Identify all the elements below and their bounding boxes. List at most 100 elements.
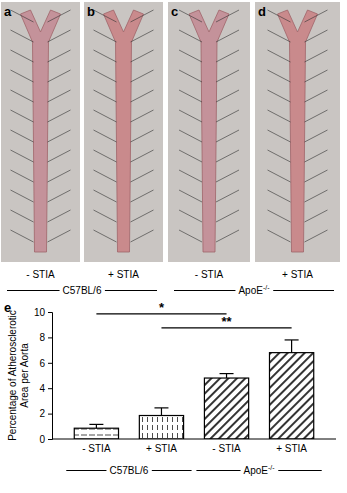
photo-background xyxy=(168,2,250,262)
significance-label: ** xyxy=(221,314,232,329)
pin xyxy=(11,30,34,42)
error-bar xyxy=(154,408,168,416)
y-tick-mark xyxy=(48,312,52,313)
pin xyxy=(94,190,117,202)
group-line xyxy=(152,470,192,471)
x-tick-label: - STIA xyxy=(212,443,241,454)
pin xyxy=(94,170,117,182)
pin xyxy=(179,190,202,202)
panel-letter: d xyxy=(258,4,266,19)
x-tick: - STIA xyxy=(212,439,241,454)
error-cap xyxy=(89,424,103,425)
bar xyxy=(204,378,248,439)
pin xyxy=(268,50,291,62)
y-tick-mark xyxy=(48,388,52,389)
group-line xyxy=(196,470,240,471)
error-stem xyxy=(226,374,227,378)
bar xyxy=(269,353,313,439)
panel-letter: a xyxy=(4,4,12,19)
pin xyxy=(11,70,34,82)
pin xyxy=(216,150,239,162)
pin xyxy=(131,210,154,222)
pin xyxy=(305,50,328,62)
figure: a- STIAb+ STIAc- STIAd+ STIAC57BL/6ApoE-… xyxy=(0,0,347,493)
pin xyxy=(48,70,71,82)
pin xyxy=(305,10,328,22)
pin xyxy=(179,130,202,142)
y-tick-mark xyxy=(48,363,52,364)
group-line xyxy=(7,290,60,291)
y-axis-title: Percentage of AtheroscleroticArea per Ao… xyxy=(7,310,30,441)
panel-letter: e xyxy=(4,300,11,315)
significance-label: * xyxy=(159,300,165,315)
pin xyxy=(94,10,117,22)
pin xyxy=(268,110,291,122)
pin xyxy=(268,210,291,222)
y-tick-label: 4 xyxy=(39,383,45,394)
x-axis-line xyxy=(52,439,336,440)
pin xyxy=(48,130,71,142)
x-tick-label: - STIA xyxy=(82,443,111,454)
condition-label: - STIA xyxy=(195,269,224,280)
y-tick-mark xyxy=(48,439,52,440)
y-tick: 10 xyxy=(34,307,52,318)
panel-letter: c xyxy=(171,4,178,19)
pin xyxy=(216,10,239,22)
aorta-image xyxy=(104,10,144,252)
pin xyxy=(305,230,328,242)
pin xyxy=(216,90,239,102)
pin xyxy=(179,70,202,82)
pin xyxy=(11,10,34,22)
y-tick-label: 6 xyxy=(39,358,45,369)
pin xyxy=(305,170,328,182)
pin xyxy=(94,150,117,162)
y-axis-line xyxy=(48,313,53,440)
pin xyxy=(216,210,239,222)
pin xyxy=(131,50,154,62)
error-cap xyxy=(285,339,299,340)
x-axis: - STIA+ STIA- STIA+ STIA xyxy=(52,439,336,454)
pin xyxy=(131,130,154,142)
y-axis-title-line: Area per Aorta xyxy=(19,343,30,408)
pin xyxy=(268,30,291,42)
bar-chart: 0246810- STIA+ STIA- STIA+ STIAC57BL/6Ap… xyxy=(4,300,336,476)
pin xyxy=(268,150,291,162)
group-superscript: -/- xyxy=(268,464,275,471)
pin xyxy=(216,110,239,122)
group-line xyxy=(105,290,157,291)
error-stem xyxy=(161,408,162,416)
pin xyxy=(179,150,202,162)
y-tick-label: 8 xyxy=(39,332,45,343)
group-superscript: -/- xyxy=(263,284,270,291)
error-cap xyxy=(154,407,168,408)
pin xyxy=(179,30,202,42)
x-tick: + STIA xyxy=(146,439,177,454)
group-label: ApoE-/- xyxy=(244,464,276,476)
photo-background xyxy=(1,2,80,262)
group-line xyxy=(273,290,334,291)
y-tick: 0 xyxy=(39,434,52,445)
x-tick: - STIA xyxy=(82,439,111,454)
pin xyxy=(305,210,328,222)
y-tick: 4 xyxy=(39,383,52,394)
pin xyxy=(268,130,291,142)
pin xyxy=(131,170,154,182)
pin xyxy=(216,30,239,42)
pin xyxy=(179,210,202,222)
x-tick-label: + STIA xyxy=(146,443,177,454)
bar xyxy=(74,428,118,439)
pin xyxy=(11,210,34,222)
pin xyxy=(179,10,202,22)
pin xyxy=(131,90,154,102)
pin xyxy=(268,10,291,22)
annotations: *** xyxy=(96,300,291,329)
group-label: ApoE-/- xyxy=(238,284,270,296)
y-tick: 2 xyxy=(39,408,52,419)
aorta-image xyxy=(278,10,318,252)
photo-panel: b+ STIA xyxy=(84,2,163,280)
error-stem xyxy=(291,340,292,353)
pin xyxy=(131,150,154,162)
photo-panel: a- STIA xyxy=(1,2,80,280)
pin xyxy=(179,170,202,182)
pin xyxy=(216,50,239,62)
